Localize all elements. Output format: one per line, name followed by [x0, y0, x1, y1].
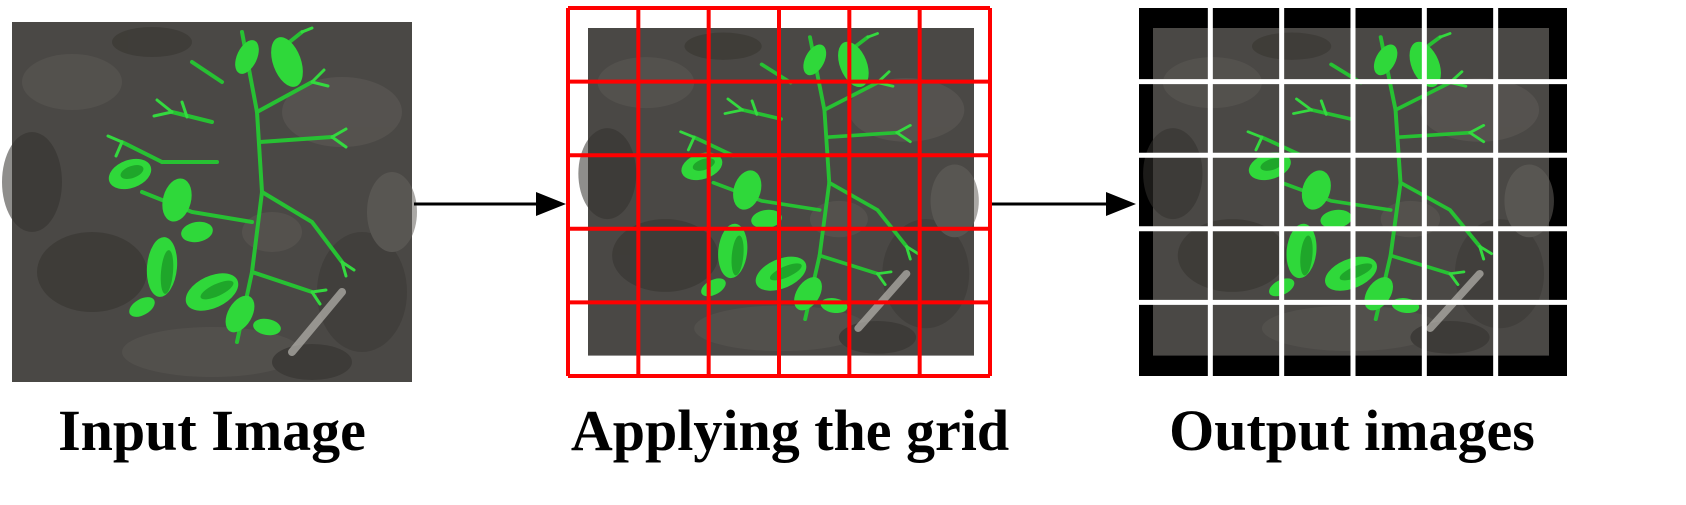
- caption-output-images: Output images: [1169, 398, 1535, 463]
- output-images: [1139, 8, 1567, 376]
- arrow-2: [992, 192, 1136, 216]
- tile-separators: [1139, 8, 1567, 376]
- caption-applying-grid: Applying the grid: [570, 398, 1010, 463]
- red-grid-overlay: [566, 6, 992, 378]
- input-image: [2, 22, 417, 382]
- gridded-image: [566, 6, 992, 378]
- caption-input-image: Input Image: [58, 398, 366, 463]
- arrow-1: [414, 192, 566, 216]
